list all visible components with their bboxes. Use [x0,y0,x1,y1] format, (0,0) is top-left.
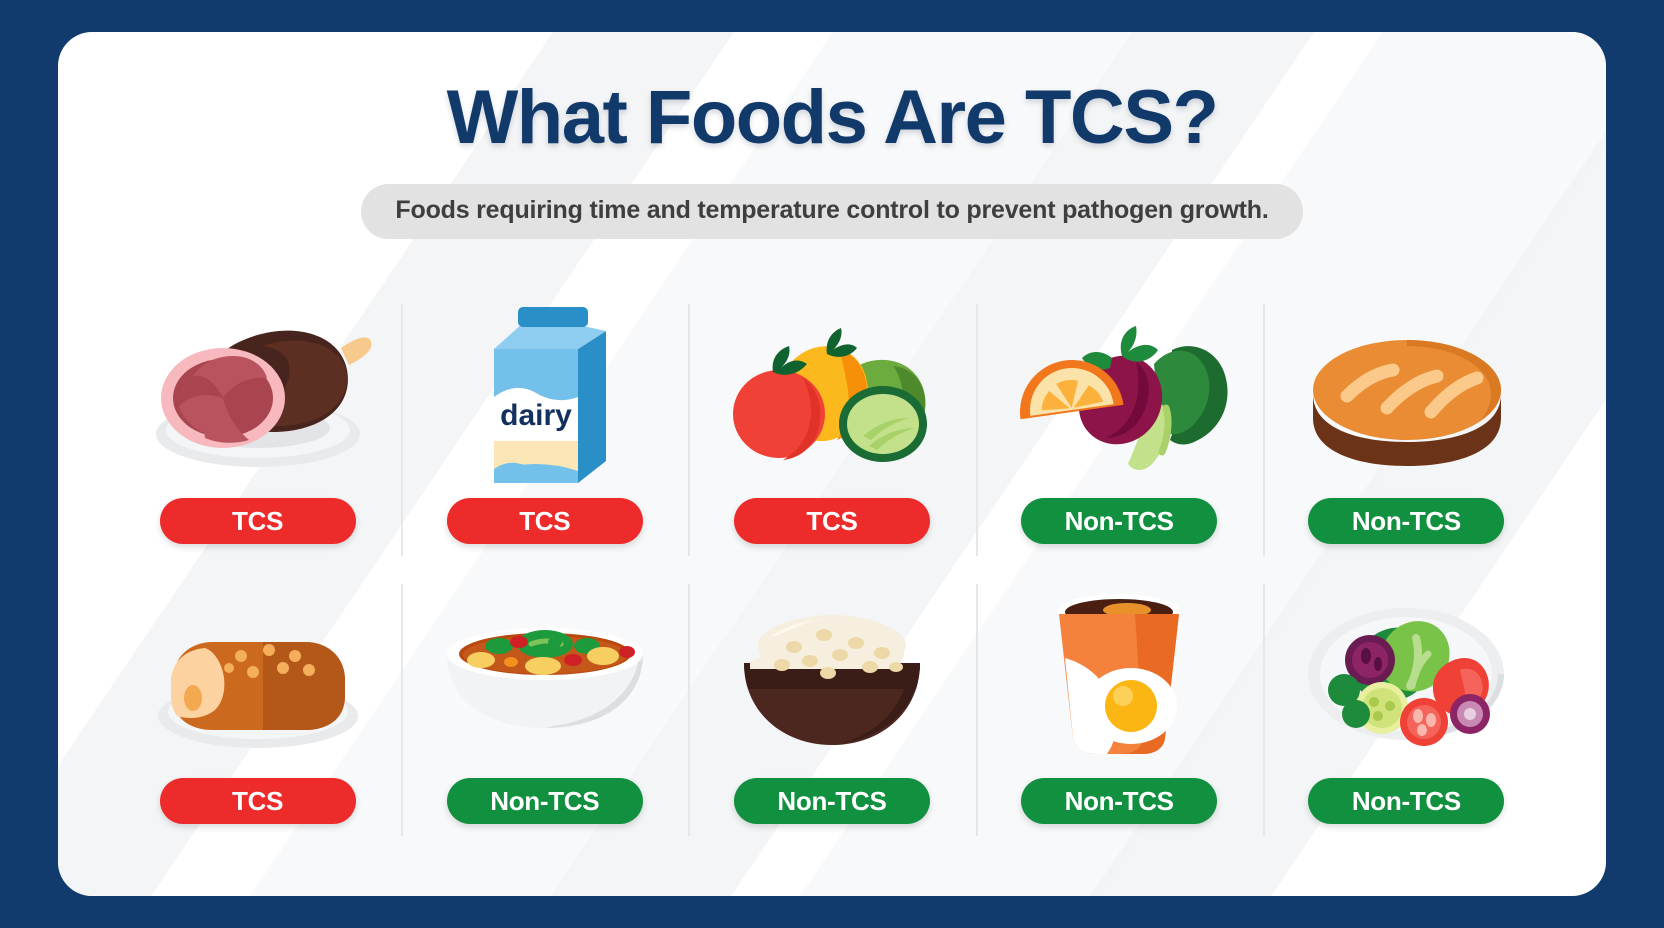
status-badge: Non-TCS [1021,778,1218,824]
svg-text:dairy: dairy [500,399,572,432]
status-badge: TCS [159,498,356,544]
salad-bowl-icon [1263,578,1550,768]
status-badge: Non-TCS [446,778,643,824]
meat-ham-on-plate-icon [114,298,401,488]
status-badge: Non-TCS [733,778,930,824]
status-badge: TCS [446,498,643,544]
status-badge: TCS [733,498,930,544]
dairy-carton-icon: dairy [401,298,688,488]
subtitle-pill: Foods requiring time and temperature con… [361,184,1303,239]
page-title: What Foods Are TCS? [446,75,1219,160]
status-badge: Non-TCS [1308,778,1505,824]
food-card-rice[interactable]: Non-TCS [688,570,975,850]
food-grid: TCS dairy TCS [114,290,1550,850]
header: What Foods Are TCS? Foods requiring time… [58,32,1606,239]
food-card-dairy[interactable]: dairy TCS [401,290,688,570]
food-card-salad[interactable]: Non-TCS [1262,570,1550,850]
status-badge: Non-TCS [1021,498,1218,544]
food-card-whole-produce[interactable]: Non-TCS [975,290,1263,570]
content-card: What Foods Are TCS? Foods requiring time… [58,32,1606,896]
food-card-meat[interactable]: TCS [114,290,401,570]
food-card-cut-produce[interactable]: TCS [688,290,975,570]
status-badge: Non-TCS [1308,498,1505,544]
baked-potato-on-plate-icon [114,578,401,768]
food-card-baked-potato[interactable]: TCS [114,570,401,850]
soup-bowl-icon [401,578,688,768]
food-card-soup[interactable]: Non-TCS [401,570,688,850]
food-card-bread[interactable]: Non-TCS [1262,290,1550,570]
whole-produce-icon [976,298,1263,488]
status-badge: TCS [159,778,356,824]
cut-produce-icon [688,298,975,488]
cup-with-egg-icon [976,578,1263,768]
food-card-beverage-egg[interactable]: Non-TCS [975,570,1263,850]
bread-loaf-icon [1263,298,1550,488]
rice-bowl-icon [688,578,975,768]
